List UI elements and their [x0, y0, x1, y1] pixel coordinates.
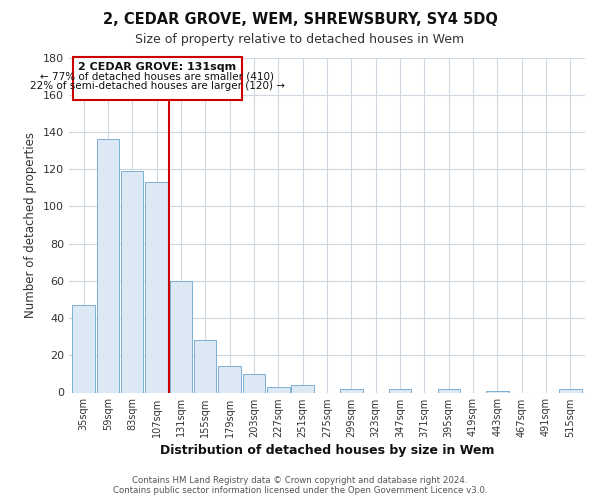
- Text: 2, CEDAR GROVE, WEM, SHREWSBURY, SY4 5DQ: 2, CEDAR GROVE, WEM, SHREWSBURY, SY4 5DQ: [103, 12, 497, 28]
- Text: Contains HM Land Registry data © Crown copyright and database right 2024.
Contai: Contains HM Land Registry data © Crown c…: [113, 476, 487, 495]
- Bar: [243, 374, 265, 392]
- Bar: [486, 390, 509, 392]
- Text: 22% of semi-detached houses are larger (120) →: 22% of semi-detached houses are larger (…: [30, 81, 285, 91]
- Bar: [559, 389, 581, 392]
- Bar: [145, 182, 168, 392]
- Bar: [194, 340, 217, 392]
- Bar: [170, 281, 192, 392]
- Bar: [121, 171, 143, 392]
- Bar: [292, 385, 314, 392]
- Bar: [437, 389, 460, 392]
- Bar: [73, 58, 242, 100]
- Bar: [73, 305, 95, 392]
- Bar: [218, 366, 241, 392]
- Text: ← 77% of detached houses are smaller (410): ← 77% of detached houses are smaller (41…: [40, 72, 274, 82]
- Bar: [267, 387, 290, 392]
- Y-axis label: Number of detached properties: Number of detached properties: [25, 132, 37, 318]
- Text: 2 CEDAR GROVE: 131sqm: 2 CEDAR GROVE: 131sqm: [78, 62, 236, 72]
- Bar: [340, 389, 362, 392]
- Text: Size of property relative to detached houses in Wem: Size of property relative to detached ho…: [136, 32, 464, 46]
- X-axis label: Distribution of detached houses by size in Wem: Distribution of detached houses by size …: [160, 444, 494, 457]
- Bar: [97, 140, 119, 392]
- Bar: [389, 389, 411, 392]
